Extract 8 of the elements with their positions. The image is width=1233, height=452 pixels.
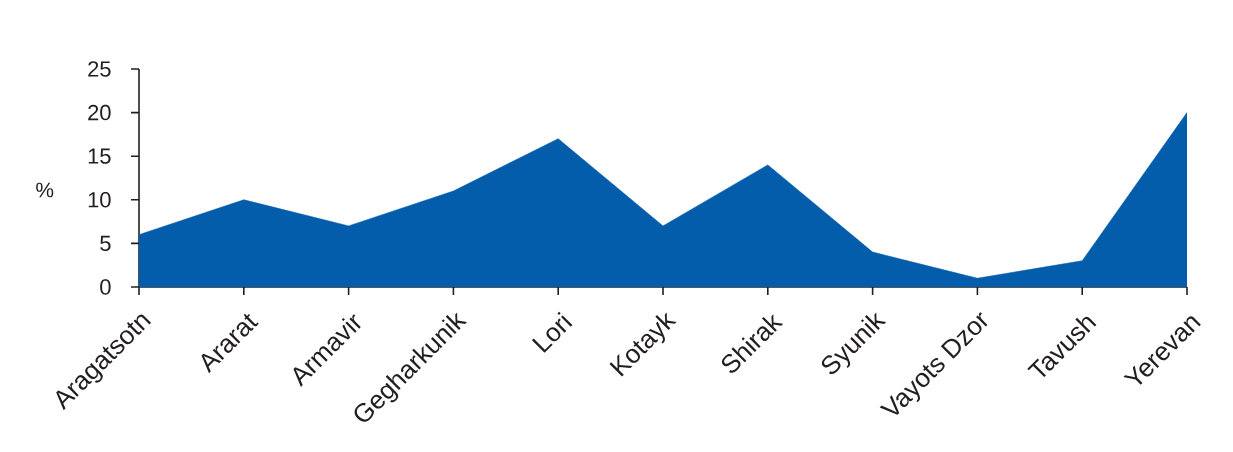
y-tick-label: 5 bbox=[100, 235, 111, 252]
y-tick-label: 0 bbox=[100, 279, 111, 295]
y-tick-label: 10 bbox=[88, 192, 111, 208]
y-axis-title: % bbox=[36, 182, 54, 198]
x-tick-label: Lori bbox=[531, 311, 573, 353]
y-tick-label: 25 bbox=[88, 61, 111, 77]
y-tick-label: 15 bbox=[88, 148, 111, 164]
y-tick-label: 20 bbox=[88, 104, 111, 121]
